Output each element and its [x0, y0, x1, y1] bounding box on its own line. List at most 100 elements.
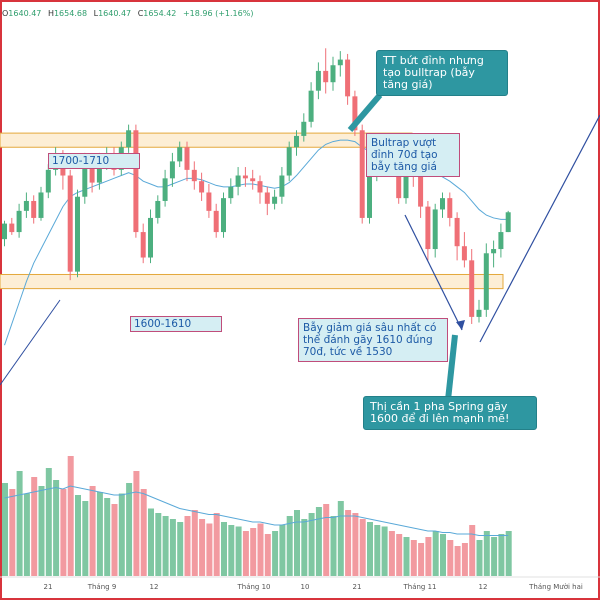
candle — [31, 195, 37, 224]
volume-bar — [213, 513, 220, 576]
candle — [315, 62, 321, 100]
candle-body — [75, 196, 80, 272]
volume-bar — [38, 486, 45, 576]
volume-bar — [111, 504, 118, 576]
candle — [447, 192, 453, 227]
x-tick-label: 21 — [44, 583, 53, 591]
x-tick-label: Tháng Mười hai — [528, 583, 583, 591]
candle — [242, 167, 248, 187]
candle — [301, 113, 307, 142]
volume-bar — [206, 523, 213, 576]
candles-layer — [2, 48, 511, 324]
candle-body — [148, 217, 153, 258]
candle-body — [126, 130, 132, 148]
candle — [345, 53, 351, 105]
candle-body — [367, 175, 372, 218]
candle-body — [140, 232, 146, 258]
candle-body — [323, 70, 329, 83]
candle-body — [294, 135, 299, 148]
candle-body — [45, 169, 51, 193]
candle — [140, 223, 146, 264]
candle-body — [345, 59, 351, 97]
candle-body — [498, 232, 504, 250]
volume-bar — [410, 540, 417, 576]
candle-body — [228, 186, 234, 199]
volume-bar — [294, 510, 300, 576]
candle-body — [16, 210, 22, 233]
candle — [16, 203, 22, 238]
zone-bottom-label: 1600-1610 — [130, 316, 222, 332]
volume-bar — [75, 495, 81, 576]
x-tick-label: 12 — [150, 583, 159, 591]
candle — [9, 217, 15, 235]
candle-body — [38, 192, 44, 218]
candle — [235, 167, 241, 196]
volume-bar — [235, 526, 242, 576]
volume-bar — [469, 525, 476, 576]
candle-body — [257, 181, 263, 193]
candle-body — [250, 178, 256, 182]
candle-body — [206, 192, 212, 211]
time-axis: 21 Tháng 9 12 Tháng 10 10 21 Tháng 11 12 Tháng M… — [0, 576, 600, 591]
candle — [476, 299, 482, 323]
candle-body — [352, 96, 358, 131]
volume-bar — [16, 471, 23, 576]
candle-body — [308, 90, 314, 122]
candle-body — [301, 121, 307, 136]
volume-bar — [60, 489, 67, 576]
volume-bar — [177, 522, 184, 576]
candle — [469, 249, 475, 324]
x-tick-label: 12 — [479, 583, 488, 591]
volume-bar — [432, 531, 439, 576]
volume-bar — [169, 519, 176, 576]
volume-bar — [447, 540, 454, 576]
candle-body — [213, 210, 219, 233]
low-value: 1640.47 — [98, 9, 132, 18]
volume-bar — [67, 456, 74, 576]
volume-bar — [454, 546, 461, 576]
trend-arrow-down — [404, 214, 463, 331]
volume-bar — [440, 534, 446, 576]
volume-bar — [359, 519, 366, 576]
candle-body — [447, 198, 453, 218]
volume-bar — [221, 522, 227, 576]
close-key: C — [137, 9, 144, 18]
candle — [250, 169, 256, 190]
volume-bar — [148, 508, 154, 576]
volume-bar — [418, 543, 425, 576]
candle — [454, 212, 460, 261]
candle-body — [235, 175, 241, 187]
candle-body — [67, 175, 73, 272]
volume-bar — [133, 471, 140, 576]
candle-body — [89, 161, 95, 183]
volume-bar — [286, 516, 293, 576]
candle-body — [23, 200, 29, 211]
volume-bar — [82, 501, 89, 576]
candle-body — [155, 200, 161, 218]
volume-ma-line — [4, 485, 509, 536]
ohlc-legend: O1640.47 H1654.68 L1640.47 C1654.42 +18.… — [2, 9, 257, 18]
candle-body — [177, 147, 183, 162]
volume-bar — [308, 513, 315, 576]
volume-bar — [31, 477, 38, 576]
volume-bar — [352, 513, 359, 576]
candle-body — [2, 223, 7, 240]
candle — [126, 124, 132, 153]
volume-bar — [89, 486, 96, 576]
volume-bar — [388, 531, 395, 576]
volume-bar — [498, 534, 505, 576]
candle — [191, 161, 197, 190]
candle — [286, 141, 292, 182]
candle-body — [454, 217, 460, 247]
candle — [75, 189, 80, 278]
volume-bar — [403, 537, 410, 576]
candle — [199, 172, 205, 201]
volume-bar — [425, 537, 432, 576]
volume-bar — [118, 493, 125, 576]
volume-bar — [191, 510, 198, 576]
open-key: O — [2, 9, 9, 18]
volume-bar — [242, 531, 249, 576]
volume-bar — [505, 531, 512, 576]
candle — [505, 210, 511, 233]
